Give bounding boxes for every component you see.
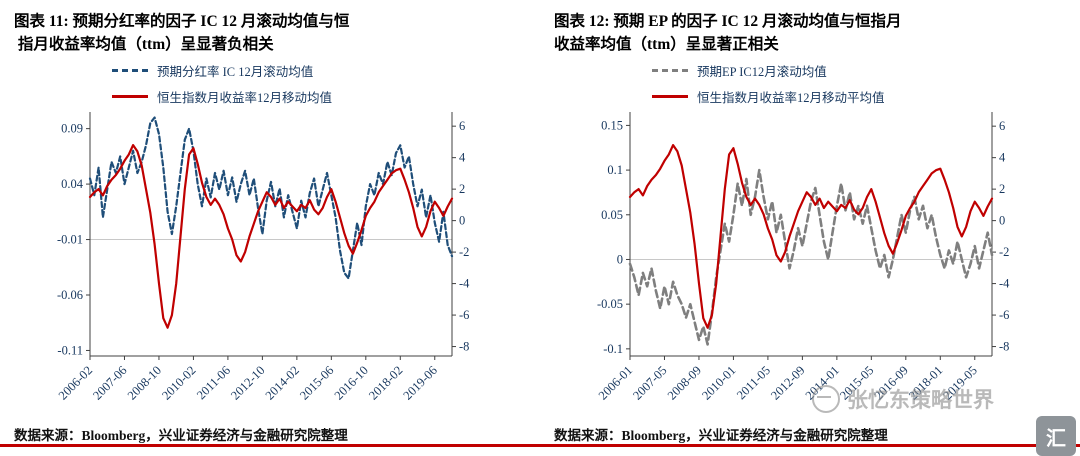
source-note-12: 数据来源：Bloomberg，兴业证券经济与金融研究院整理 xyxy=(554,428,888,443)
svg-text:0.15: 0.15 xyxy=(601,118,623,132)
svg-text:-4: -4 xyxy=(459,277,470,291)
svg-text:-0.06: -0.06 xyxy=(57,288,83,302)
svg-text:6: 6 xyxy=(999,119,1005,133)
legend-label: 预期EP IC12月滚动均值 xyxy=(697,65,827,79)
svg-text:0: 0 xyxy=(617,252,623,266)
chart-area-11: 0.09 0.04 -0.01 -0.06 -0.11 6 4 2 0 -2 -4 -6 -8 2006-… xyxy=(0,58,540,410)
svg-text:2015-06: 2015-06 xyxy=(297,363,336,402)
chart-title-11: 图表 11: 预期分红率的因子 IC 12 月滚动均值与恒 指月收益率均值（tt… xyxy=(14,13,350,54)
chart-title-12: 图表 12: 预期 EP 的因子 IC 12 月滚动均值与恒指月 收益率均值（t… xyxy=(554,13,902,54)
svg-text:6: 6 xyxy=(459,119,465,133)
legend-row: 预期EP IC12月滚动均值 xyxy=(652,61,885,80)
svg-text:2012-10: 2012-10 xyxy=(228,363,267,402)
line-chart-12: 0.15 0.1 0.05 0 -0.05 -0.1 6 4 2 0 -2 -4 -6 -8 2006-01… xyxy=(596,112,1010,403)
svg-text:2010-02: 2010-02 xyxy=(159,363,198,402)
svg-text:2018-02: 2018-02 xyxy=(366,363,405,402)
svg-text:2011-05: 2011-05 xyxy=(734,363,773,402)
svg-text:0: 0 xyxy=(459,214,465,228)
svg-text:0: 0 xyxy=(999,214,1005,228)
svg-text:-0.1: -0.1 xyxy=(603,342,623,356)
legend-row: 恒生指数月收益率12月移动平均值 xyxy=(652,87,885,106)
svg-text:2007-05: 2007-05 xyxy=(630,363,669,402)
legend-row: 恒生指数月收益率12月移动均值 xyxy=(112,87,332,106)
svg-text:2011-06: 2011-06 xyxy=(194,363,233,402)
watermark: 张忆东策略世界 xyxy=(812,384,994,414)
chart-legend-12: 预期EP IC12月滚动均值 恒生指数月收益率12月移动平均值 xyxy=(652,61,885,113)
svg-text:2007-06: 2007-06 xyxy=(90,363,129,402)
legend-row: 预期分红率 IC 12月滚动均值 xyxy=(112,61,332,80)
svg-text:-2: -2 xyxy=(999,245,1009,259)
svg-text:0.09: 0.09 xyxy=(61,122,83,136)
svg-text:4: 4 xyxy=(459,151,466,165)
legend-label: 预期分红率 IC 12月滚动均值 xyxy=(157,65,314,79)
svg-text:-6: -6 xyxy=(999,308,1009,322)
legend-label: 恒生指数月收益率12月移动均值 xyxy=(157,91,333,105)
svg-text:-0.01: -0.01 xyxy=(57,233,83,247)
svg-text:2012-09: 2012-09 xyxy=(768,363,807,402)
watermark-text: 张忆东策略世界 xyxy=(847,388,994,412)
bottom-red-divider xyxy=(0,444,1080,447)
svg-text:-6: -6 xyxy=(459,308,469,322)
svg-text:2019-06: 2019-06 xyxy=(401,363,440,402)
site-logo: 汇 xyxy=(1036,416,1076,456)
svg-text:2010-01: 2010-01 xyxy=(699,363,738,402)
solid-red-line-sample xyxy=(652,95,688,98)
source-note-11: 数据来源：Bloomberg，兴业证券经济与金融研究院整理 xyxy=(14,428,348,443)
svg-text:-4: -4 xyxy=(999,277,1010,291)
dashed-gray-line-sample xyxy=(652,69,688,72)
svg-text:-8: -8 xyxy=(459,340,469,354)
charts-row: 图表 11: 预期分红率的因子 IC 12 月滚动均值与恒 指月收益率均值（tt… xyxy=(0,0,1080,444)
svg-text:0.04: 0.04 xyxy=(61,177,84,191)
chart-legend-11: 预期分红率 IC 12月滚动均值 恒生指数月收益率12月移动均值 xyxy=(112,61,332,113)
svg-text:4: 4 xyxy=(999,151,1006,165)
watermark-globe-icon xyxy=(812,385,840,413)
solid-red-line-sample xyxy=(112,95,148,98)
legend-label: 恒生指数月收益率12月移动平均值 xyxy=(697,91,885,105)
chart-panel-right: 图表 12: 预期 EP 的因子 IC 12 月滚动均值与恒指月 收益率均值（t… xyxy=(540,0,1080,444)
site-logo-glyph: 汇 xyxy=(1046,427,1066,450)
svg-text:2008-10: 2008-10 xyxy=(125,363,164,402)
svg-text:2014-02: 2014-02 xyxy=(263,363,302,402)
svg-text:-0.11: -0.11 xyxy=(57,343,83,357)
svg-text:2: 2 xyxy=(459,182,465,196)
svg-text:-2: -2 xyxy=(459,245,469,259)
chart-area-12: 0.15 0.1 0.05 0 -0.05 -0.1 6 4 2 0 -2 -4 -6 -8 2006-01… xyxy=(540,58,1080,410)
svg-text:0.05: 0.05 xyxy=(601,208,623,222)
svg-text:-8: -8 xyxy=(999,340,1009,354)
svg-text:-0.05: -0.05 xyxy=(597,297,623,311)
dashed-blue-line-sample xyxy=(112,69,148,72)
svg-text:2016-10: 2016-10 xyxy=(332,363,371,402)
svg-text:0.1: 0.1 xyxy=(607,163,623,177)
svg-text:2008-09: 2008-09 xyxy=(665,363,704,402)
svg-text:2006-02: 2006-02 xyxy=(56,363,95,402)
svg-text:2006-01: 2006-01 xyxy=(596,363,635,402)
chart-panel-left: 图表 11: 预期分红率的因子 IC 12 月滚动均值与恒 指月收益率均值（tt… xyxy=(0,0,540,444)
line-chart-11: 0.09 0.04 -0.01 -0.06 -0.11 6 4 2 0 -2 -4 -6 -8 2006-… xyxy=(56,112,470,403)
svg-text:2: 2 xyxy=(999,182,1005,196)
